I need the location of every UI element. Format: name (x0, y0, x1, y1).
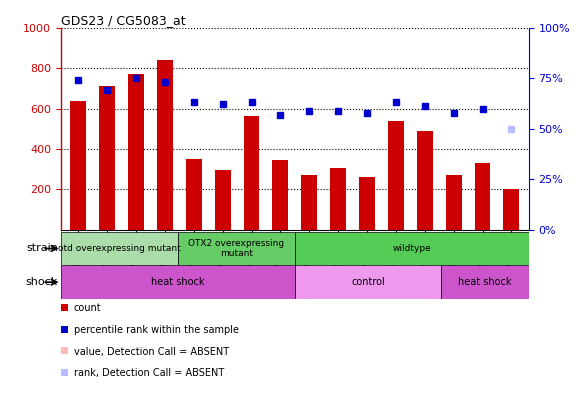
Text: count: count (74, 303, 102, 313)
Bar (359, 177, 375, 230)
Text: control: control (351, 277, 385, 287)
Bar (61, 232, 178, 265)
Bar (295, 232, 529, 265)
Bar (70, 101, 86, 230)
Text: OTX2 overexpressing
mutant: OTX2 overexpressing mutant (188, 239, 285, 258)
Bar (302, 175, 317, 230)
Bar (417, 131, 433, 230)
Bar (157, 60, 173, 230)
Bar (186, 159, 202, 230)
Text: value, Detection Call = ABSENT: value, Detection Call = ABSENT (74, 346, 229, 357)
Text: percentile rank within the sample: percentile rank within the sample (74, 325, 239, 335)
Text: otd overexpressing mutant: otd overexpressing mutant (58, 244, 181, 253)
Bar (504, 189, 519, 230)
Bar (272, 160, 288, 230)
Bar (243, 116, 260, 230)
Text: wildtype: wildtype (392, 244, 431, 253)
Bar (446, 175, 461, 230)
Bar (99, 86, 115, 230)
Bar (215, 170, 231, 230)
Text: GDS23 / CG5083_at: GDS23 / CG5083_at (61, 13, 186, 27)
Bar (178, 232, 295, 265)
Text: strain: strain (26, 244, 58, 253)
Text: heat shock: heat shock (151, 277, 205, 287)
Bar (61, 265, 295, 299)
Text: heat shock: heat shock (458, 277, 512, 287)
Bar (475, 163, 490, 230)
Bar (388, 121, 404, 230)
Bar (330, 168, 346, 230)
Text: rank, Detection Call = ABSENT: rank, Detection Call = ABSENT (74, 368, 224, 379)
Bar (441, 265, 529, 299)
Text: shock: shock (26, 277, 58, 287)
Bar (128, 74, 144, 230)
Bar (295, 265, 441, 299)
